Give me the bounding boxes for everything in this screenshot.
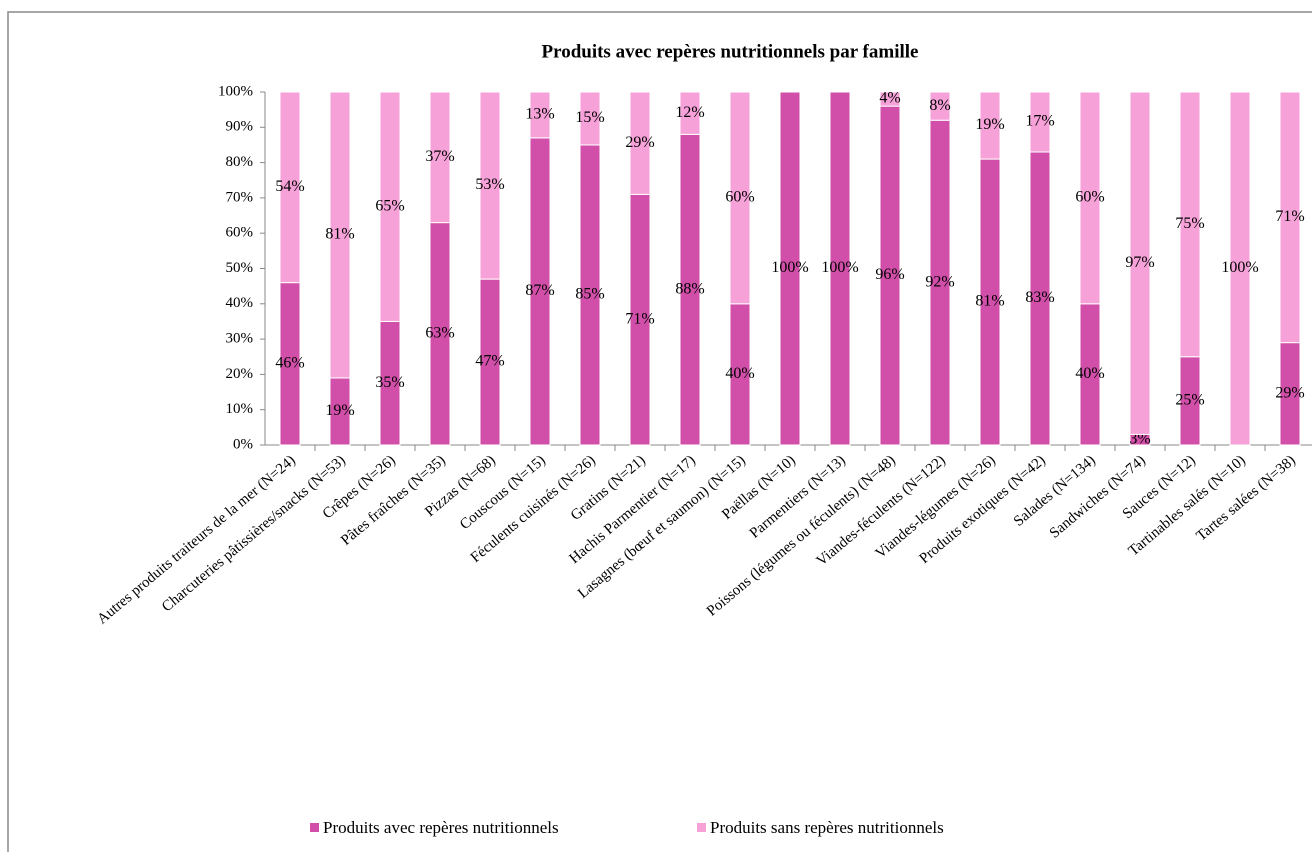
data-label: 97% — [1125, 254, 1154, 271]
legend-label: Produits sans repères nutritionnels — [710, 818, 944, 837]
data-label: 15% — [575, 109, 604, 126]
data-label: 12% — [675, 104, 704, 121]
data-label: 81% — [975, 293, 1004, 310]
bar-segment — [529, 91, 551, 139]
legend-label: Produits avec repères nutritionnels — [323, 818, 559, 837]
data-label: 100% — [821, 259, 858, 276]
data-label: 29% — [1275, 384, 1304, 401]
y-tick-label: 20% — [226, 366, 254, 382]
bar-segment — [1079, 91, 1101, 305]
bar-segment — [779, 91, 801, 446]
bar-segment — [379, 91, 401, 322]
bar-segment — [1129, 91, 1151, 435]
bar-segment — [929, 91, 951, 121]
y-tick-label: 100% — [218, 83, 253, 99]
y-tick-label: 30% — [226, 331, 254, 347]
bar-segment — [829, 91, 851, 446]
data-label: 63% — [425, 324, 454, 341]
data-label: 53% — [475, 176, 504, 193]
data-label: 19% — [975, 116, 1004, 133]
data-label: 40% — [1075, 365, 1104, 382]
data-label: 60% — [725, 189, 754, 206]
data-label: 100% — [1221, 259, 1258, 276]
data-label: 88% — [675, 280, 704, 297]
y-tick-label: 60% — [226, 225, 254, 241]
y-tick-label: 90% — [226, 119, 254, 135]
bar-segment — [429, 91, 451, 224]
data-label: 75% — [1175, 215, 1204, 232]
legend-swatch — [697, 823, 706, 832]
data-label: 60% — [1075, 189, 1104, 206]
data-label: 85% — [575, 286, 604, 303]
data-label: 100% — [771, 259, 808, 276]
bar-segment — [729, 91, 751, 305]
bar-segment — [1279, 91, 1301, 344]
data-label: 13% — [525, 106, 554, 123]
chart-border — [7, 11, 1312, 852]
y-tick-label: 80% — [226, 154, 254, 170]
data-label: 47% — [475, 353, 504, 370]
data-label: 4% — [879, 90, 900, 107]
bar-segment — [979, 91, 1001, 160]
data-label: 81% — [325, 226, 354, 243]
bar-segment — [879, 91, 901, 107]
bar-segment — [329, 91, 351, 379]
data-label: 46% — [275, 354, 304, 371]
bar-segment — [479, 91, 501, 280]
legend-swatch — [310, 823, 319, 832]
data-label: 87% — [525, 282, 554, 299]
data-label: 71% — [625, 310, 654, 327]
bar-segment — [279, 91, 301, 284]
bar-segment — [1029, 91, 1051, 153]
bar-segment — [1229, 91, 1251, 446]
data-label: 65% — [375, 197, 404, 214]
data-label: 92% — [925, 273, 954, 290]
y-tick-label: 0% — [233, 436, 253, 452]
data-label: 83% — [1025, 289, 1054, 306]
data-label: 8% — [929, 97, 950, 114]
data-label: 25% — [1175, 392, 1204, 409]
data-label: 19% — [325, 402, 354, 419]
data-label: 71% — [1275, 208, 1304, 225]
data-label: 54% — [275, 178, 304, 195]
bar-segment — [1179, 91, 1201, 358]
data-label: 17% — [1025, 113, 1054, 130]
data-label: 37% — [425, 148, 454, 165]
bar-segment — [629, 91, 651, 195]
data-label: 40% — [725, 365, 754, 382]
y-tick-label: 70% — [226, 189, 254, 205]
bar-segment — [679, 91, 701, 135]
bar-segment — [579, 91, 601, 146]
y-tick-label: 50% — [226, 260, 254, 276]
data-label: 29% — [625, 134, 654, 151]
chart-title: Produits avec repères nutritionnels par … — [542, 41, 919, 62]
data-label: 35% — [375, 374, 404, 391]
y-tick-label: 10% — [226, 401, 254, 417]
y-tick-label: 40% — [226, 295, 254, 311]
data-label: 96% — [875, 266, 904, 283]
